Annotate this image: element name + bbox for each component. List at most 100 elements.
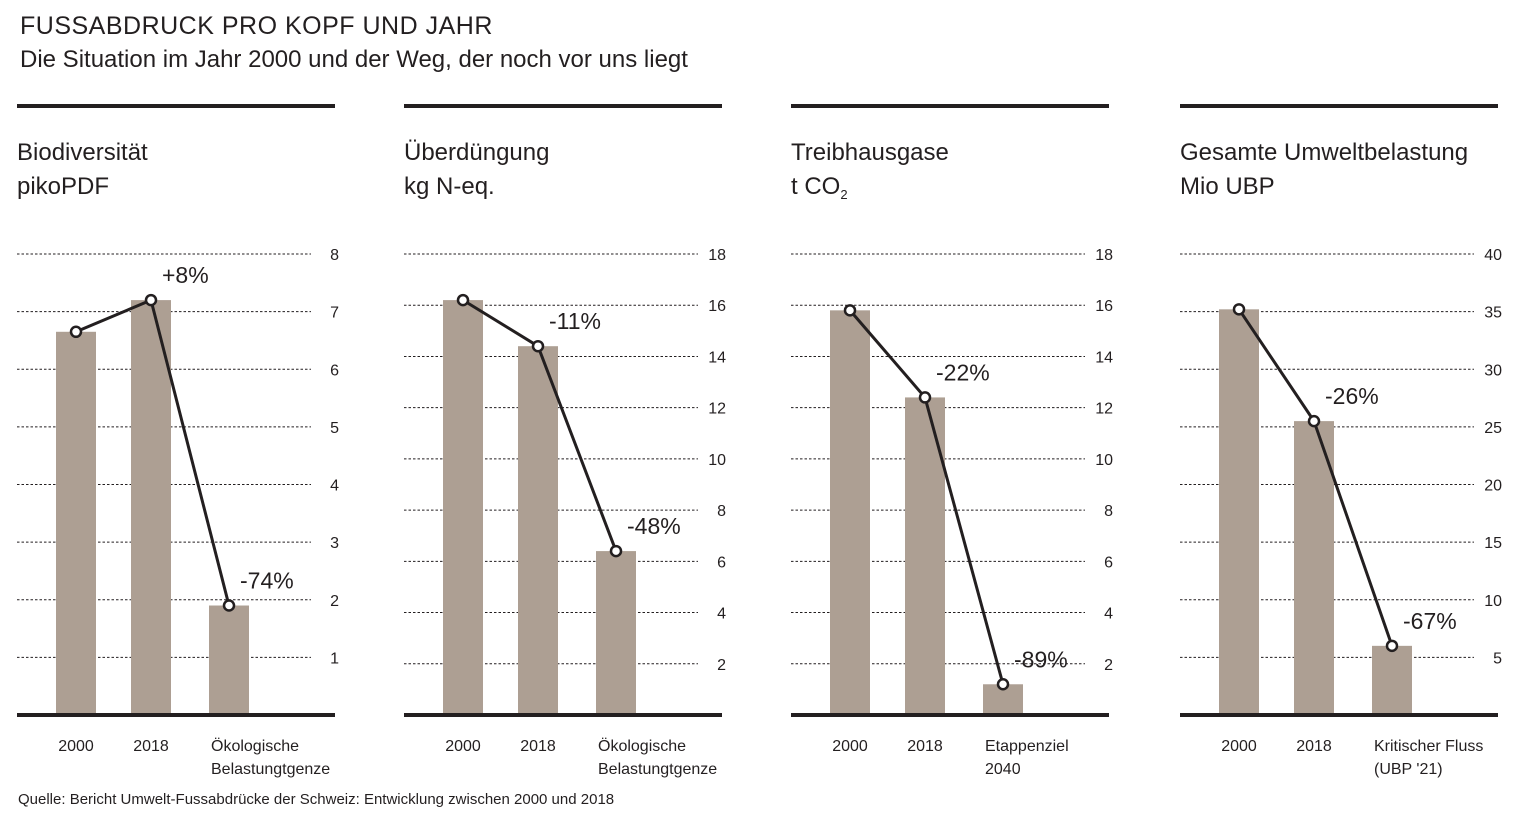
panel-title: Gesamte Umweltbelastung	[1180, 139, 1469, 166]
x-axis-baseline	[1180, 713, 1498, 717]
change-label: +8%	[162, 262, 209, 288]
x-category-label: Kritischer Fluss	[1374, 738, 1483, 755]
y-tick-label: 30	[1484, 362, 1502, 379]
change-label: -67%	[1403, 608, 1457, 634]
bar-1	[830, 310, 870, 715]
panel-top-rule	[404, 104, 722, 108]
panel-title: Treibhausgase	[791, 139, 949, 166]
point-marker-3	[609, 544, 623, 558]
chart-title: FUSSABDRUCK PRO KOPF UND JAHR	[20, 12, 493, 40]
y-tick-label: 2	[717, 657, 726, 674]
y-tick-label: 12	[708, 401, 726, 418]
change-label: -22%	[936, 359, 990, 385]
point-marker-1	[843, 304, 857, 317]
y-tick-label: 16	[708, 298, 726, 315]
x-category-label: 2018	[907, 738, 943, 755]
panel-title: Überdüngung	[404, 139, 550, 166]
panel-unit: Mio UBP	[1180, 170, 1275, 204]
y-tick-label: 10	[1095, 452, 1113, 469]
y-tick-label: 7	[330, 305, 339, 322]
y-tick-label: 10	[708, 452, 726, 469]
x-category-label: (UBP '21)	[1374, 761, 1443, 778]
bar-1	[56, 331, 96, 715]
panel-unit: pikoPDF	[17, 170, 109, 204]
source-note: Quelle: Bericht Umwelt-Fussabdrücke der …	[18, 791, 615, 808]
y-tick-label: 20	[1484, 478, 1502, 495]
change-label: -48%	[627, 513, 681, 539]
y-tick-label: 2	[330, 593, 339, 610]
change-label: -89%	[1014, 646, 1068, 672]
y-tick-label: 4	[1104, 606, 1113, 623]
y-tick-label: 14	[1095, 349, 1113, 366]
point-marker-2	[918, 391, 932, 404]
x-axis-baseline	[404, 713, 722, 717]
y-tick-label: 4	[717, 606, 726, 623]
x-category-label: 2000	[832, 738, 868, 755]
panel-treibhausgase: Treibhausgase t CO2 2 4 6 8 10 12 14 16 18 -22% -8…	[791, 104, 1113, 794]
plot-area: 5 10 15 20 25 30 35 40 -26% -67% 2000 2018 Kritische…	[1180, 247, 1502, 778]
bar-3	[1372, 645, 1412, 715]
x-category-label: 2040	[985, 761, 1021, 778]
y-tick-label: 1	[330, 650, 339, 667]
point-marker-1	[69, 325, 83, 339]
unit-text: pikoPDF	[17, 173, 110, 200]
y-tick-label: 40	[1484, 247, 1502, 264]
y-tick-label: 5	[1493, 650, 1502, 667]
y-tick-label: 18	[1095, 247, 1113, 264]
bar-1	[443, 300, 483, 715]
panel-top-rule	[791, 104, 1109, 108]
y-tick-label: 16	[1095, 298, 1113, 315]
y-tick-label: 6	[1104, 554, 1113, 571]
bar-2	[518, 346, 558, 715]
y-tick-label: 25	[1484, 420, 1502, 437]
plot-area: 2 4 6 8 10 12 14 16 18 -11% -48% 2000 2018 Ökologisch…	[404, 247, 726, 778]
panel-title: Biodiversität	[17, 139, 148, 166]
panel-gesamte-umweltbelastung: Gesamte Umweltbelastung Mio UBP 5 10 15 20 2…	[1180, 104, 1502, 794]
unit-text: Mio UBP	[1180, 173, 1275, 200]
y-tick-label: 8	[717, 503, 726, 520]
x-category-label: Ökologische	[598, 737, 686, 755]
panel-biodiversitaet: Biodiversität pikoPDF 1 2 3 4 5 6 7 8 +8% -74% 200…	[17, 104, 339, 794]
y-tick-label: 14	[708, 349, 726, 366]
change-label: -74%	[240, 568, 294, 594]
panel-top-rule	[1180, 104, 1498, 108]
y-tick-label: 3	[330, 535, 339, 552]
panel-unit: kg N-eq.	[404, 170, 495, 204]
x-category-label: 2000	[445, 738, 481, 755]
x-category-label: 2000	[58, 738, 94, 755]
panel-unit: t CO2	[791, 170, 848, 212]
x-category-label: Ökologische	[211, 737, 299, 755]
bar-3	[209, 605, 249, 715]
y-tick-label: 8	[330, 247, 339, 264]
x-category-label: Belastungtgenze	[598, 761, 717, 778]
x-category-label: 2000	[1221, 738, 1257, 755]
x-category-label: 2018	[133, 738, 169, 755]
x-category-label: 2018	[520, 738, 556, 755]
y-tick-label: 6	[717, 554, 726, 571]
y-tick-label: 18	[708, 247, 726, 264]
unit-text: kg N-eq.	[404, 173, 495, 200]
x-axis-baseline	[791, 713, 1109, 717]
point-marker-3	[1385, 639, 1399, 653]
point-marker-1	[1232, 303, 1246, 316]
x-category-label: Belastungtgenze	[211, 761, 330, 778]
bar-1	[1219, 309, 1259, 715]
bar-3	[596, 551, 636, 715]
x-axis-baseline	[17, 713, 335, 717]
point-marker-1	[456, 293, 470, 307]
unit-subscript: 2	[840, 187, 848, 202]
x-category-label: 2018	[1296, 738, 1332, 755]
change-label: -11%	[549, 308, 601, 334]
plot-area: 1 2 3 4 5 6 7 8 +8% -74% 2000 2018 Ökologische Belast…	[17, 247, 339, 778]
point-marker-2	[1307, 414, 1321, 428]
x-category-label: Etappenziel	[985, 738, 1069, 755]
point-marker-2	[144, 293, 158, 307]
y-tick-label: 35	[1484, 305, 1502, 322]
chart-subtitle: Die Situation im Jahr 2000 und der Weg, …	[20, 46, 688, 73]
y-tick-label: 2	[1104, 657, 1113, 674]
y-tick-label: 8	[1104, 503, 1113, 520]
plot-area: 2 4 6 8 10 12 14 16 18 -22% -89% 2000 2018 Etappenzie…	[791, 247, 1113, 778]
bar-2	[131, 300, 171, 715]
y-tick-label: 10	[1484, 593, 1502, 610]
point-marker-2	[531, 339, 545, 353]
